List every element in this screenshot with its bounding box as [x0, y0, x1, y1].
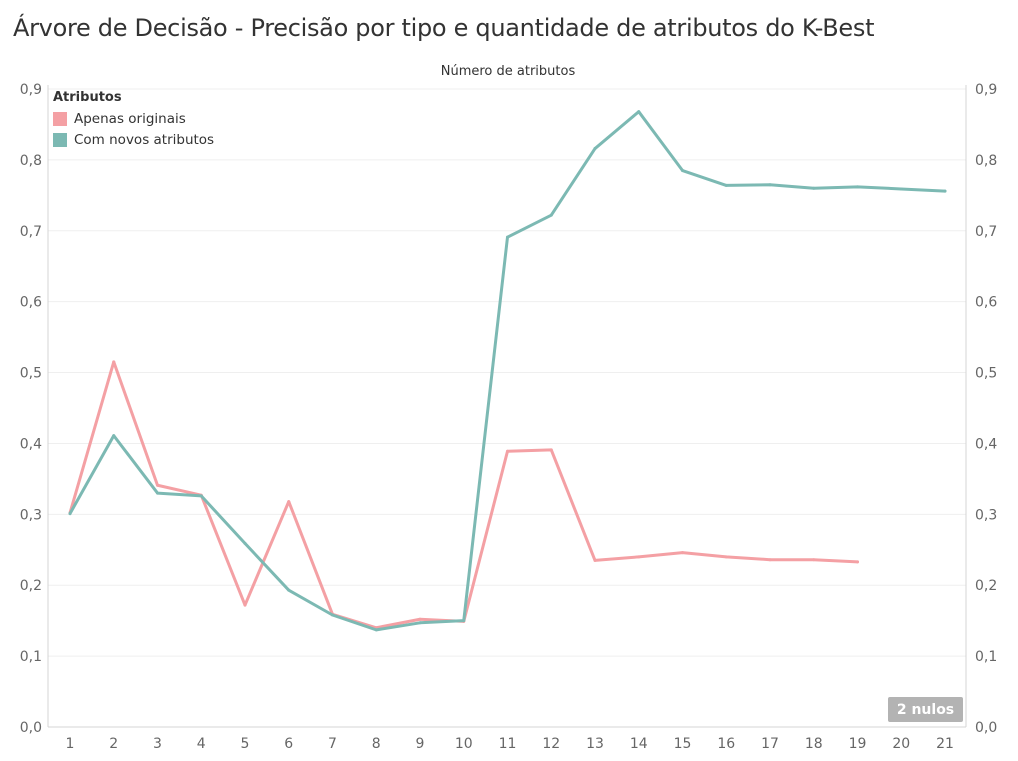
- data-point[interactable]: [243, 603, 247, 607]
- data-point[interactable]: [506, 449, 509, 453]
- gridlines: [48, 88, 966, 728]
- y-tick-label-left: 0,7: [20, 224, 42, 240]
- x-tick-label: 10: [455, 736, 473, 752]
- data-point[interactable]: [637, 110, 641, 114]
- y-tick-label-right: 0,1: [975, 649, 997, 665]
- y-tick-label-right: 0,7: [975, 224, 997, 240]
- x-tick-label: 11: [499, 736, 517, 752]
- legend-title: Atributos: [53, 90, 122, 105]
- data-point[interactable]: [156, 491, 159, 495]
- x-tick-label: 7: [328, 736, 337, 752]
- data-point[interactable]: [593, 147, 597, 151]
- data-point[interactable]: [462, 619, 466, 623]
- legend-item-com-novos-atributos[interactable]: Com novos atributos: [53, 129, 214, 150]
- data-point[interactable]: [681, 169, 684, 173]
- x-tick-label: 19: [849, 736, 867, 752]
- data-point[interactable]: [899, 187, 903, 191]
- data-point[interactable]: [681, 551, 684, 555]
- x-tick-label: 2: [109, 736, 118, 752]
- x-tick-label: 5: [241, 736, 250, 752]
- data-point[interactable]: [287, 588, 291, 592]
- y-tick-label-left: 0,5: [20, 366, 42, 382]
- data-point[interactable]: [287, 500, 291, 504]
- y-tick-label-left: 0,0: [20, 720, 42, 736]
- data-point[interactable]: [549, 448, 553, 452]
- data-point[interactable]: [856, 560, 859, 564]
- x-tick-label: 18: [805, 736, 823, 752]
- data-point[interactable]: [724, 555, 728, 559]
- chart-title: Árvore de Decisão - Precisão por tipo e …: [13, 14, 875, 42]
- x-tick-label: 9: [416, 736, 425, 752]
- legend-label-com-novos-atributos: Com novos atributos: [74, 131, 215, 148]
- data-point[interactable]: [856, 185, 859, 189]
- x-tick-label: 17: [761, 736, 779, 752]
- data-point[interactable]: [637, 555, 641, 559]
- series-lines: [68, 110, 947, 632]
- data-point[interactable]: [812, 558, 816, 562]
- data-point[interactable]: [418, 621, 422, 625]
- data-point[interactable]: [199, 494, 203, 498]
- legend-swatch-com-novos-atributos: [53, 132, 67, 147]
- x-tick-label: 21: [936, 736, 954, 752]
- data-point[interactable]: [112, 434, 116, 438]
- y-tick-label-left: 0,1: [20, 649, 42, 665]
- data-point[interactable]: [506, 235, 509, 239]
- y-tick-label-left: 0,6: [20, 295, 42, 311]
- data-point[interactable]: [549, 213, 553, 217]
- x-tick-label: 6: [284, 736, 293, 752]
- y-tick-label-left: 0,3: [20, 507, 42, 523]
- y-tick-label-left: 0,8: [20, 153, 42, 169]
- data-point[interactable]: [68, 512, 72, 516]
- x-tick-label: 14: [630, 736, 648, 752]
- x-tick-label: 3: [153, 736, 162, 752]
- y-tick-label-right: 0,0: [975, 720, 997, 736]
- y-tick-label-right: 0,2: [975, 578, 997, 594]
- data-point[interactable]: [768, 558, 772, 562]
- x-tick-label: 16: [717, 736, 735, 752]
- x-tick-label: 15: [674, 736, 692, 752]
- legend-item-apenas-originais[interactable]: Apenas originais: [53, 108, 214, 129]
- data-point[interactable]: [374, 628, 378, 632]
- x-tick-label: 1: [66, 736, 75, 752]
- axes: 0,0 0,0 0,1 0,1 0,2 0,2 0,3 0,3 0,4 0,4 0,5 0,5 0,6 0…: [20, 82, 998, 752]
- legend: Atributos Apenas originais Com novos atr…: [53, 90, 214, 150]
- legend-label-apenas-originais: Apenas originais: [74, 110, 186, 127]
- y-tick-label-right: 0,3: [975, 507, 997, 523]
- y-tick-label-right: 0,6: [975, 295, 997, 311]
- x-tick-label: 8: [372, 736, 381, 752]
- data-point[interactable]: [112, 360, 116, 364]
- x-tick-label: 12: [542, 736, 560, 752]
- y-tick-label-right: 0,5: [975, 366, 997, 382]
- y-tick-label-right: 0,8: [975, 153, 997, 169]
- legend-swatch-apenas-originais: [53, 111, 67, 126]
- x-tick-label: 4: [197, 736, 206, 752]
- y-tick-label-left: 0,9: [20, 82, 42, 98]
- data-point[interactable]: [943, 189, 947, 193]
- y-tick-label-left: 0,2: [20, 578, 42, 594]
- null-values-indicator[interactable]: 2 nulos: [888, 697, 963, 722]
- data-point[interactable]: [418, 617, 422, 621]
- data-point[interactable]: [156, 483, 159, 487]
- data-point[interactable]: [724, 183, 728, 187]
- data-point[interactable]: [243, 541, 247, 545]
- data-point[interactable]: [812, 186, 816, 190]
- data-point[interactable]: [593, 558, 597, 562]
- y-tick-label-right: 0,4: [975, 436, 997, 452]
- x-tick-label: 20: [892, 736, 910, 752]
- top-axis-title: Número de atributos: [441, 64, 576, 79]
- data-point[interactable]: [331, 613, 334, 617]
- x-tick-label: 13: [586, 736, 604, 752]
- y-tick-label-left: 0,4: [20, 436, 42, 452]
- y-tick-label-right: 0,9: [975, 82, 997, 98]
- data-point[interactable]: [768, 183, 772, 187]
